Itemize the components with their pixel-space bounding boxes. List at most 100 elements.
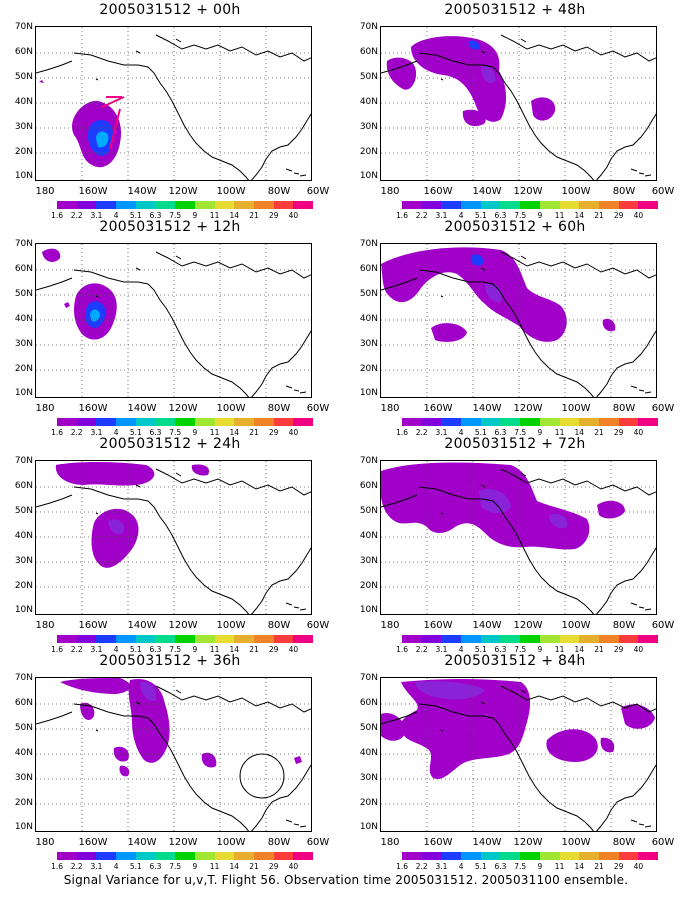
colorbar-label: 5.1 (474, 211, 487, 220)
coastline (418, 486, 656, 614)
lat-tick-label: 60N (14, 698, 33, 708)
colorbar-label: 40 (633, 862, 644, 871)
colorbar-label: 9 (537, 862, 543, 871)
colorbar-label: 7.5 (514, 211, 527, 220)
colorbar-swatch (480, 852, 501, 860)
map-frame (380, 677, 657, 832)
lat-tick-label: 50N (14, 506, 33, 516)
colorbar-label: 14 (574, 645, 585, 654)
lat-tick-label: 30N (359, 339, 378, 349)
colorbar-swatch (116, 635, 136, 643)
colorbar-label: 14 (574, 862, 585, 871)
lat-tick-label: 50N (359, 72, 378, 82)
colorbar-swatch (618, 852, 639, 860)
variance-contour (101, 96, 125, 150)
colorbar-label: 29 (268, 428, 279, 437)
colorbar-swatch (214, 852, 235, 860)
colorbar-label: 5.1 (129, 428, 142, 437)
colorbar-label: 6.3 (494, 645, 507, 654)
colorbar-swatch (273, 852, 294, 860)
colorbar-swatch (421, 201, 442, 209)
colorbar (402, 201, 658, 209)
colorbar-label: 21 (594, 428, 604, 437)
coastline (381, 468, 656, 508)
colorbar-swatch (500, 201, 521, 209)
colorbar-label: 3.1 (435, 428, 448, 437)
colorbar-swatch (579, 852, 599, 860)
colorbar-swatch (539, 635, 560, 643)
lat-tick-label: 20N (359, 581, 378, 591)
colorbar-label: 29 (613, 211, 624, 220)
variance-contour (479, 488, 511, 513)
variance-contour (381, 712, 407, 741)
lon-tick-label: 180 (380, 186, 400, 197)
colorbar-label: 7.5 (514, 862, 527, 871)
colorbar-label: 7.5 (169, 862, 182, 871)
colorbar-label: 4 (113, 862, 119, 871)
lon-tick-label: 60W (306, 403, 330, 414)
colorbar-label: 5.1 (129, 211, 142, 220)
colorbar-swatch (175, 418, 195, 426)
colorbar-swatch (402, 635, 422, 643)
colorbar-label: 1.6 (51, 428, 63, 437)
colorbar-label: 6.3 (149, 211, 162, 220)
variance-contour (431, 323, 467, 342)
lat-tick-label: 30N (359, 773, 378, 783)
colorbar-swatch (194, 852, 215, 860)
lon-tick-label: 60W (651, 186, 675, 197)
lon-tick-label: 60W (306, 186, 330, 197)
colorbar-swatch (234, 201, 254, 209)
colorbar-label: 3.1 (90, 211, 103, 220)
colorbar-swatch (421, 635, 442, 643)
map-frame (35, 243, 312, 398)
lon-tick-label: 100W (561, 186, 591, 197)
colorbar-swatch (480, 201, 501, 209)
colorbar-label: 29 (613, 428, 624, 437)
lon-tick-label: 120W (513, 403, 543, 414)
colorbar-label: 1.6 (51, 862, 63, 871)
colorbar-label: 2.2 (415, 211, 428, 220)
coastline (95, 689, 307, 828)
lat-tick-label: 10N (14, 605, 33, 615)
variance-contour (128, 678, 170, 763)
colorbar-label: 1.6 (51, 645, 63, 654)
lat-tick-label: 30N (14, 122, 33, 132)
colorbar-swatch (402, 852, 422, 860)
colorbar-label: 9 (192, 645, 198, 654)
colorbar-swatch (175, 201, 195, 209)
colorbar-swatch (253, 201, 274, 209)
variance-contour (140, 681, 157, 701)
colorbar-swatch (214, 635, 235, 643)
lon-tick-label: 120W (168, 837, 198, 848)
coastline (36, 251, 311, 291)
colorbar-label: 11 (554, 862, 565, 871)
lat-tick-label: 60N (359, 264, 378, 274)
panel-title: 2005031512 + 24h (99, 436, 241, 452)
map-frame (35, 26, 312, 181)
lon-tick-label: 60W (306, 837, 330, 848)
map-frame (35, 677, 312, 832)
colorbar-swatch (57, 635, 77, 643)
colorbar-label: 11 (209, 862, 220, 871)
colorbar-label: 4 (458, 862, 464, 871)
colorbar-label: 29 (613, 862, 624, 871)
lon-tick-label: 160W (423, 620, 453, 631)
colorbar-label: 9 (192, 428, 198, 437)
map-panel: 2005031512 + 60h 70N 60N 50N 40N 30N 20N 10N 180… (345, 219, 685, 437)
colorbar-label: 1.6 (396, 428, 408, 437)
colorbar-swatch (598, 852, 619, 860)
lon-tick-label: 80W (612, 403, 636, 414)
coastline (36, 685, 311, 725)
colorbar-swatch (57, 852, 77, 860)
lat-tick-label: 10N (14, 822, 33, 832)
lat-tick-label: 70N (14, 22, 33, 32)
colorbar-label: 11 (209, 428, 220, 437)
variance-contour (64, 302, 70, 308)
colorbar-label: 3.1 (435, 211, 448, 220)
coastline (381, 34, 656, 74)
variance-contour (201, 752, 217, 768)
colorbar-swatch (638, 635, 658, 643)
lon-tick-label: 80W (267, 186, 291, 197)
coastline (95, 472, 307, 611)
lat-tick-label: 70N (14, 673, 33, 683)
